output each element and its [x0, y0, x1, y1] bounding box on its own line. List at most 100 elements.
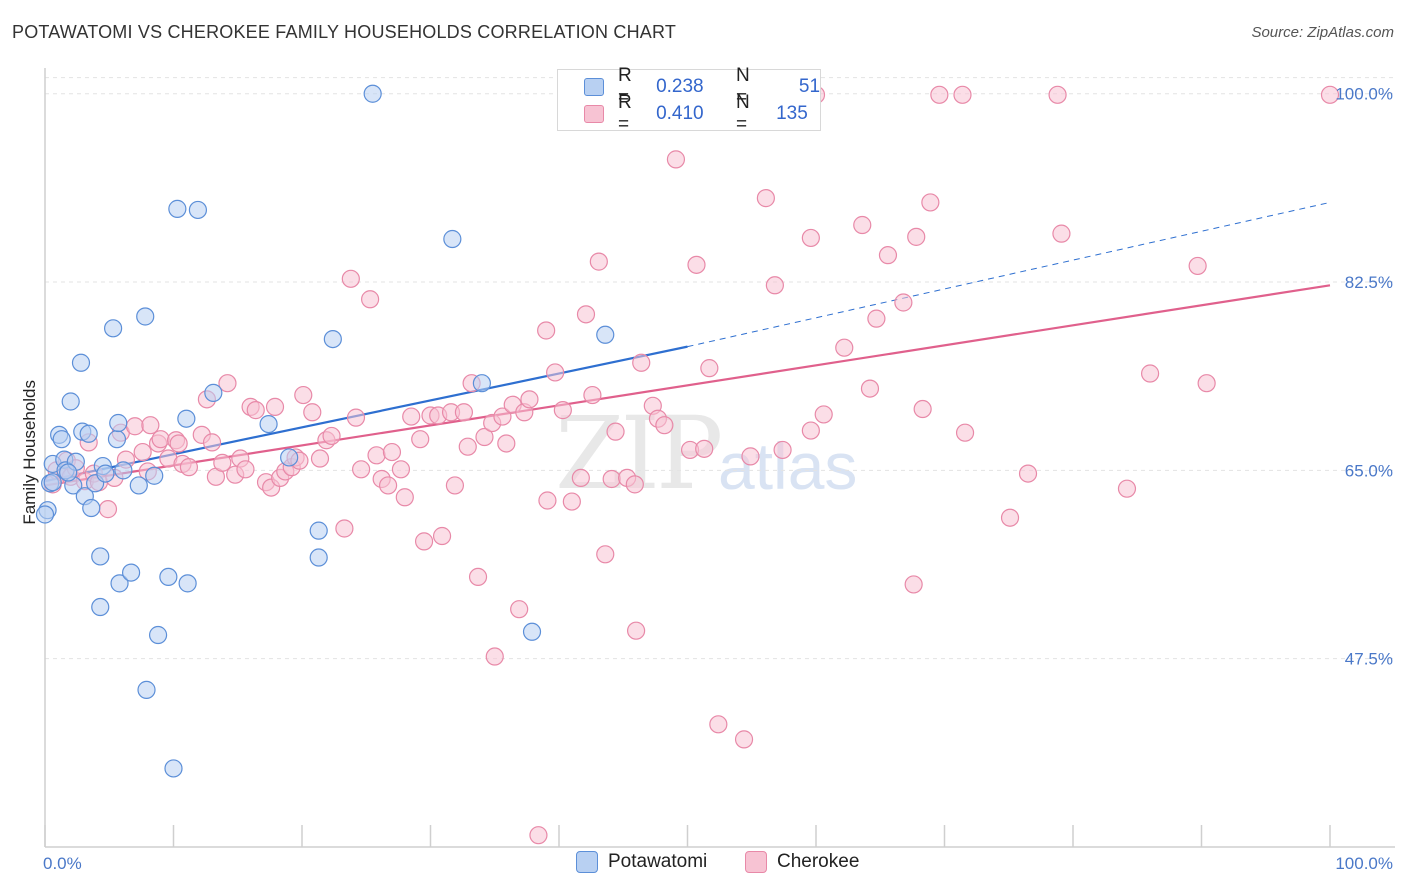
cherokee-point: [411, 430, 430, 449]
cherokee-point: [1320, 85, 1340, 104]
cherokee-point: [529, 826, 548, 845]
cherokee-point: [562, 492, 581, 511]
legend-label-cherokee: Cherokee: [777, 851, 860, 872]
potawatomi-point: [96, 464, 115, 483]
cherokee-point: [930, 85, 949, 104]
cherokee-point: [303, 403, 322, 422]
cherokee-point: [589, 252, 608, 271]
potawatomi-point: [148, 625, 168, 645]
potawatomi-point: [259, 414, 278, 434]
cherokee-trend-line: [44, 284, 1331, 487]
cherokee-point: [571, 468, 590, 488]
cherokee-point: [860, 379, 880, 398]
cherokee-point: [734, 730, 754, 749]
cherokee-point: [367, 446, 386, 465]
source-label: Source: ZipAtlas.com: [1251, 24, 1394, 41]
series-legend: Potawatomi Cherokee: [0, 851, 1406, 879]
cherokee-point: [133, 442, 152, 462]
potawatomi-point: [59, 463, 78, 482]
legend-row-potawatomi: R = 0.238 N = 51: [558, 65, 820, 108]
cherokee-point: [655, 416, 674, 435]
cherokee-point: [878, 246, 898, 265]
cherokee-point: [626, 621, 646, 640]
potawatomi-point: [109, 413, 128, 433]
potawatomi-point: [188, 200, 208, 220]
potawatomi-point: [177, 409, 196, 428]
cherokee-point: [294, 385, 313, 405]
grid-lines: [45, 77, 1395, 660]
cherokee-point: [468, 567, 488, 587]
cherokee-point: [1117, 479, 1137, 498]
cherokee-point: [602, 469, 621, 489]
cherokee-point: [814, 405, 833, 424]
x-tick-label: 0.0%: [43, 854, 82, 873]
potawatomi-point: [91, 597, 110, 617]
n-value: 135: [776, 103, 808, 124]
legend-row-cherokee: R = 0.410 N = 135: [558, 92, 820, 135]
data-points: [35, 84, 1340, 845]
n-label: N =: [735, 92, 750, 135]
potawatomi-point: [136, 307, 155, 326]
cherokee-point: [169, 434, 188, 453]
potawatomi-point: [168, 199, 187, 218]
cherokee-point: [218, 374, 237, 393]
potawatomi-trend-line: [44, 345, 688, 483]
cherokee-point: [700, 359, 719, 378]
potawatomi-point: [159, 567, 178, 587]
y-tick-label: 47.5%: [1345, 650, 1393, 669]
cherokee-point: [391, 460, 411, 479]
correlation-legend: R = 0.238 N = 51 R = 0.410 N = 135: [557, 65, 821, 135]
potawatomi-point: [129, 476, 148, 495]
potawatomi-point: [178, 574, 197, 593]
cherokee-point: [236, 460, 255, 479]
cherokee-point: [213, 453, 232, 472]
cherokee-point: [475, 427, 494, 447]
axis-labels: 47.5% 65.0% 82.5% 100.0% 0.0% 100.0% Family Ho…: [20, 85, 1393, 873]
cherokee-point: [583, 385, 602, 405]
cherokee-point: [378, 476, 398, 495]
cherokee-point: [361, 290, 380, 309]
cherokee-point: [98, 500, 118, 519]
axes: [44, 68, 1395, 848]
cherokee-point: [741, 447, 760, 466]
cherokee-point: [537, 321, 556, 340]
watermark-atlas: atlas: [718, 429, 858, 503]
potawatomi-point: [114, 461, 133, 480]
potawatomi-point: [79, 424, 98, 443]
cherokee-point: [125, 417, 145, 436]
potawatomi-point: [309, 548, 328, 567]
potawatomi-point: [204, 383, 223, 402]
cherokee-point: [955, 423, 975, 442]
potawatomi-point: [164, 759, 183, 778]
cherokee-point: [913, 399, 932, 419]
cherokee-point: [497, 434, 516, 453]
potawatomi-point: [91, 547, 110, 566]
y-tick-label: 82.5%: [1345, 273, 1393, 292]
potawatomi-point: [61, 392, 80, 411]
potawatomi-point: [522, 622, 542, 641]
potawatomi-point: [52, 430, 71, 449]
y-tick-label: 65.0%: [1345, 461, 1393, 480]
cherokee-point: [835, 338, 854, 357]
cherokee-point: [310, 449, 330, 468]
r-value: 0.410: [656, 103, 704, 124]
cherokee-point: [709, 715, 728, 734]
cherokee-point: [576, 305, 596, 324]
cherokee-point: [773, 440, 792, 460]
cherokee-swatch: [584, 105, 604, 123]
cherokee-point: [894, 293, 913, 312]
cherokee-point: [202, 433, 222, 452]
cherokee-point: [907, 227, 926, 246]
cherokee-point: [352, 460, 371, 479]
cherokee-point: [1052, 224, 1071, 243]
cherokee-point: [1018, 464, 1038, 483]
cherokee-point: [493, 407, 512, 426]
r-label: R =: [617, 65, 632, 108]
r-label: R =: [617, 92, 632, 135]
cherokee-point: [625, 475, 644, 494]
potawatomi-point: [443, 229, 462, 249]
cherokee-point: [179, 458, 199, 477]
y-axis-label: Family Households: [20, 380, 39, 525]
cherokee-point: [454, 403, 474, 422]
